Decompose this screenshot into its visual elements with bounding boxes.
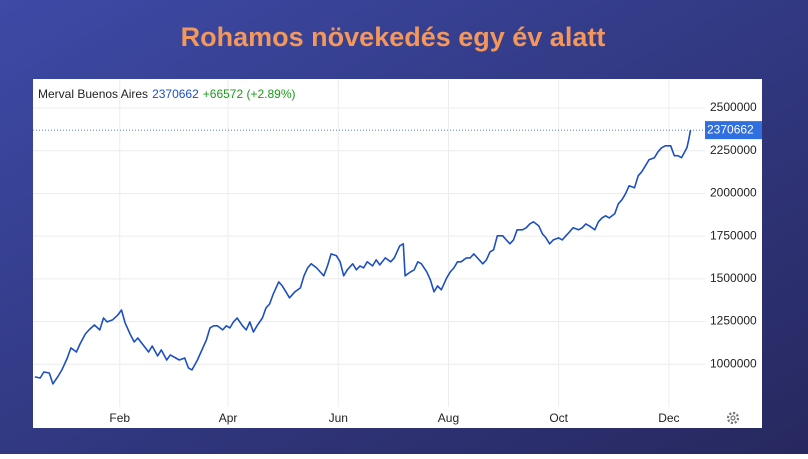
x-tick-label: Oct: [549, 411, 568, 425]
x-tick-label: Jun: [329, 411, 348, 425]
slide-title: Rohamos növekedés egy év alatt: [181, 22, 606, 52]
x-tick-label: Dec: [658, 411, 679, 425]
x-tick-label: Feb: [109, 411, 130, 425]
last-price-label: 2370662: [707, 122, 754, 136]
y-tick-label: 1000000: [710, 356, 757, 370]
y-tick-label: 1750000: [710, 228, 757, 242]
y-tick-label: 2000000: [710, 186, 757, 200]
y-tick-label: 1500000: [710, 271, 757, 285]
settings-icon[interactable]: [726, 411, 740, 425]
plot: 1000000 1250000 1500000 1750000 2000000 22500…: [33, 80, 762, 407]
chart-panel: [33, 79, 762, 428]
y-tick-label: 2500000: [710, 100, 757, 114]
x-tick-label: Apr: [219, 411, 238, 425]
y-tick-label: 2250000: [710, 143, 757, 157]
change: +66572 (+2.89%): [203, 87, 296, 101]
y-tick-label: 1250000: [710, 314, 757, 328]
last-value: 2370662: [152, 87, 199, 101]
series-name: Merval Buenos Aires: [38, 87, 148, 101]
x-tick-label: Aug: [438, 411, 459, 425]
last-price-tag: [705, 121, 762, 140]
price-line: [34, 129, 692, 385]
chart-header: Merval Buenos Aires 2370662 +66572 (+2.89%…: [38, 87, 296, 101]
